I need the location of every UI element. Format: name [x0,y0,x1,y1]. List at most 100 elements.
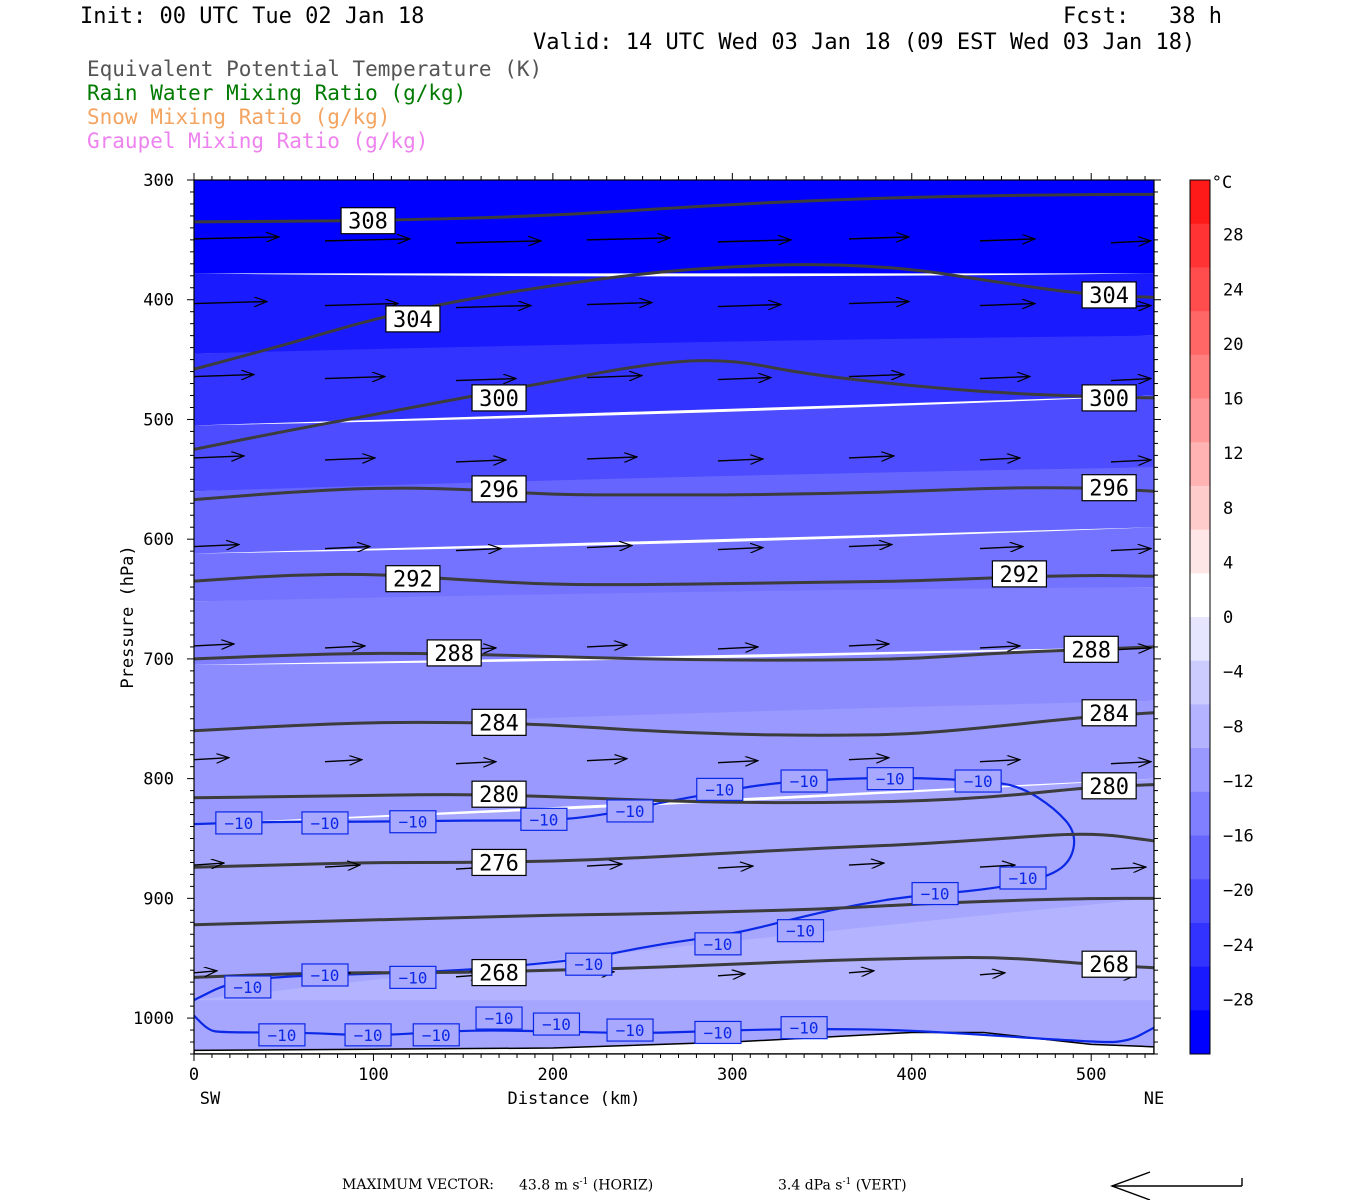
isotherm-label-box [475,1006,523,1030]
isotherm-label: −10 [344,1023,392,1047]
theta-e-contour [194,645,1154,662]
y-tick-label: 300 [143,171,174,191]
colorbar-swatch [1190,966,1210,1011]
temperature-band [194,778,1154,1001]
max-vector-vert: 3.4 dPa s-1 (VERT) [778,1177,907,1194]
theta-e-label: 308 [340,207,396,235]
isotherm-label-box [954,769,1002,793]
wind-vector [979,760,1020,762]
theta-e-contour [194,896,1154,927]
theta-e-label-text: 288 [1071,638,1111,663]
theta-e-label-text: 296 [1089,477,1129,502]
x-tick-label: 300 [717,1065,748,1085]
wind-vector [586,303,652,305]
wind-vector [848,758,889,760]
theta-e-label: 280 [471,780,527,808]
isotherm-label-text: −10 [311,966,340,985]
colorbar-tick-label: −12 [1223,772,1254,792]
legend-snow: Snow Mixing Ratio (g/kg) [87,105,391,129]
colorbar-tick-label: 16 [1223,390,1243,410]
theta-e-label-box [1081,950,1137,978]
y-tick-label: 400 [143,291,174,311]
theta-e-label-text: 280 [479,783,519,808]
wind-vector [979,458,1020,460]
isotherm-label-box [532,1012,581,1036]
wind-vector [324,547,370,549]
max-vector-horiz-value: 43.8 m s [519,1177,580,1194]
wind-vector [324,646,365,648]
wind-vector [1110,241,1151,243]
theta-e-layer [194,192,1154,979]
wind-vector [586,864,622,866]
colorbar-tick-label: 28 [1223,226,1243,246]
reference-vector [1109,1171,1243,1200]
isotherm-label: −10 [389,965,437,989]
max-vector-horiz-exp: -1 [579,1177,589,1187]
isotherm-label: −10 [954,769,1002,793]
colorbar-swatch [1190,529,1210,574]
wind-vector [717,761,758,763]
isotherm-label-box [694,932,742,956]
colorbar-tick-label: 20 [1223,335,1243,355]
wind-vector [455,241,541,243]
isotherm-label-text: −10 [616,802,645,821]
colorbar-tick-label: −4 [1223,663,1243,683]
colorbar-unit: °C [1212,173,1232,193]
isotherm-label: −10 [475,1006,523,1030]
theta-e-label: 284 [471,708,527,736]
isotherm-label-text: −10 [233,978,262,997]
isotherm-label-text: −10 [224,814,253,833]
isotherm-label-text: −10 [267,1026,296,1045]
wind-vector [717,866,753,868]
max-vector-vert-exp: -1 [842,1177,852,1187]
isotherm-label: −10 [301,811,349,835]
wind-vector [848,863,884,865]
isotherm-label-text: −10 [616,1021,645,1040]
theta-e-label-text: 292 [393,568,433,593]
valid-time: Valid: 14 UTC Wed 03 Jan 18 (09 EST Wed … [533,30,1196,55]
theta-e-label: 292 [385,565,441,593]
colorbar-swatch [1190,573,1210,618]
wind-vector [194,237,279,239]
theta-e-label-text: 296 [479,478,519,503]
colorbar-swatch [1190,223,1210,268]
wind-vector [586,759,627,761]
wind-vector [717,459,763,461]
colorbar-swatch [1190,442,1210,487]
theta-e-label-box [426,639,482,667]
wind-vector [848,644,889,646]
y-tick-label: 600 [143,530,174,550]
isotherm-label-text: −10 [1009,869,1038,888]
theta-e-label: 284 [1081,699,1137,727]
theta-e-contour [194,832,1154,869]
isotherm-label: −10 [215,811,263,835]
theta-e-label-box [1081,384,1137,412]
theta-e-label-box [471,848,527,877]
isotherm-label: −10 [999,866,1047,890]
colorbar-swatch [1190,267,1210,312]
x-tick-label: 0 [189,1065,199,1085]
colorbar-swatch [1190,704,1210,749]
legend-rain: Rain Water Mixing Ratio (g/kg) [87,81,467,105]
colorbar-swatch [1190,922,1210,968]
isotherm-label-box [606,1018,654,1042]
theta-e-label: 268 [471,958,527,987]
colorbar-swatch [1190,354,1210,399]
isotherm-label: −10 [224,975,272,999]
isotherm-label-text: −10 [704,935,733,954]
x-end-label-left: SW [200,1089,221,1109]
isotherm-label-text: −10 [705,780,734,799]
isotherm-label-box [344,1023,392,1047]
wind-vector [717,240,791,242]
wind-vector [455,762,496,764]
wind-vector [194,863,224,865]
isotherm-label-text: −10 [485,1009,514,1028]
isotherm-label-box [389,965,437,989]
isotherm-label: −10 [696,777,744,802]
legend-theta-e: Equivalent Potential Temperature (K) [87,57,543,81]
theta-e-label-text: 300 [479,387,519,412]
theta-e-label: 300 [471,384,527,412]
isotherm-label: −10 [606,799,654,823]
colorbar-tick-label: −8 [1223,717,1243,737]
isotherm-label-text: −10 [529,810,558,829]
